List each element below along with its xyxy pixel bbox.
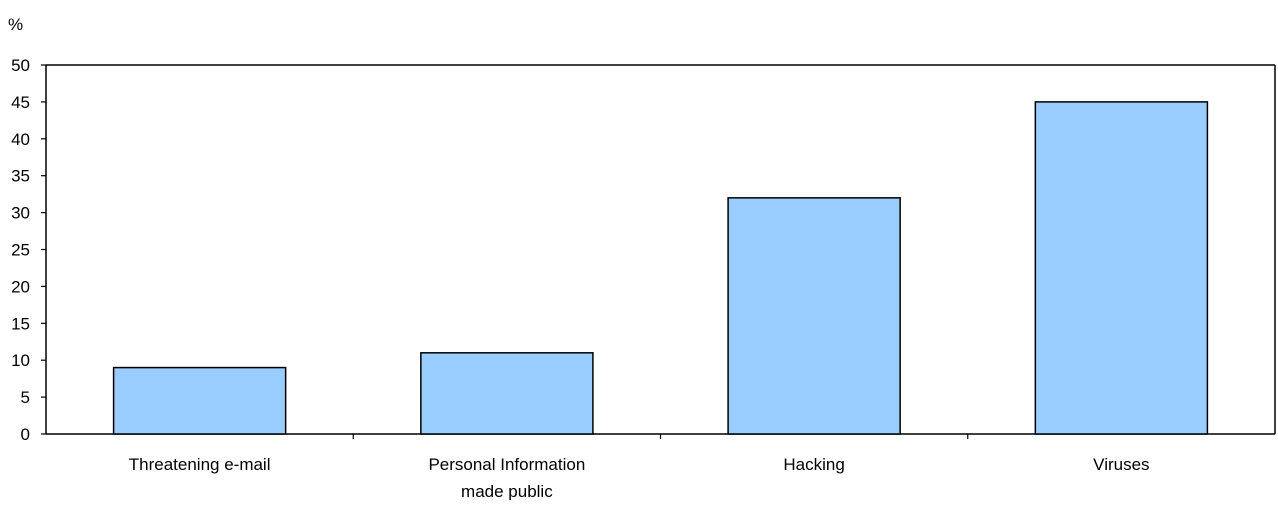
y-tick-label: 15 (11, 314, 30, 333)
y-tick-label: 30 (11, 204, 30, 223)
x-tick-label: Threatening e-mail (129, 455, 271, 474)
y-axis-unit-label: % (8, 15, 23, 34)
y-ticks: 0 5 10 15 20 25 30 35 40 45 50 (11, 56, 46, 444)
x-tick-label: Viruses (1093, 455, 1149, 474)
bar (112, 366, 287, 435)
x-tick-label: Hacking (783, 455, 844, 474)
y-tick-label: 5 (21, 388, 30, 407)
y-tick-label: 50 (11, 56, 30, 75)
bar (420, 352, 594, 435)
y-tick-label: 40 (11, 130, 30, 149)
bars (112, 101, 1209, 435)
y-tick-label: 0 (21, 425, 30, 444)
y-tick-label: 10 (11, 351, 30, 370)
y-tick-label: 20 (11, 277, 30, 296)
x-tick-label: Personal Information made public (428, 455, 585, 500)
x-tick-labels: Threatening e-mail Personal Information ma… (129, 455, 1150, 501)
bar (727, 197, 901, 435)
y-tick-label: 45 (11, 93, 30, 112)
y-tick-label: 25 (11, 241, 30, 260)
bar (1034, 101, 1209, 435)
y-tick-label: 35 (11, 167, 30, 186)
